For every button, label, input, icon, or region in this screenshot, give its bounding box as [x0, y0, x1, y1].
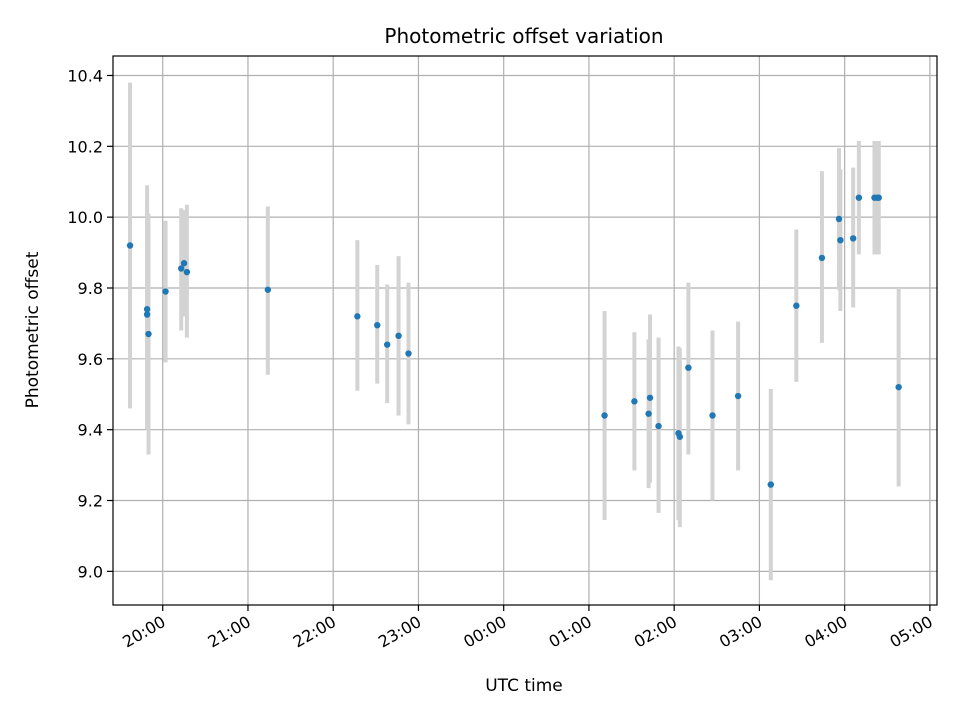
data-point: [895, 383, 902, 391]
data-point: [143, 306, 151, 313]
y-tick-label: 9.8: [78, 279, 103, 298]
y-tick-label: 9.0: [78, 562, 103, 581]
data-point: [383, 341, 391, 348]
y-tick-label: 9.4: [78, 421, 103, 440]
data-point: [405, 350, 412, 357]
data-point: [395, 332, 402, 340]
y-tick-label: 9.2: [78, 492, 103, 511]
y-tick-label: 9.6: [78, 350, 103, 369]
y-axis-title: Photometric offset: [23, 251, 43, 408]
data-point: [162, 288, 169, 295]
data-point: [835, 215, 843, 223]
data-point: [631, 398, 638, 405]
data-point: [855, 194, 863, 201]
data-point: [767, 481, 774, 488]
data-point: [180, 260, 188, 267]
data-point: [183, 268, 191, 276]
y-axis: 9.0 9.2 9.4 9.6 9.8 10.0 10.2 10.4: [67, 66, 113, 581]
data-point: [676, 433, 684, 440]
plot-frame: [112, 55, 938, 606]
data-point: [818, 254, 826, 262]
data-point: [646, 394, 654, 401]
data-point: [875, 194, 882, 201]
data-point: [709, 412, 716, 419]
data-points: [126, 194, 902, 488]
data-point: [645, 410, 652, 417]
data-point: [655, 422, 662, 430]
data-point: [734, 392, 742, 400]
y-tick-label: 10.0: [67, 208, 103, 227]
x-axis-title: UTC time: [485, 676, 563, 696]
data-point: [145, 330, 152, 338]
chart-title: Photometric offset variation: [384, 24, 663, 48]
data-point: [143, 311, 151, 318]
grid: [113, 56, 937, 605]
data-point: [849, 235, 857, 242]
data-point: [685, 364, 692, 371]
data-point: [354, 313, 361, 320]
data-point: [264, 286, 272, 293]
data-point: [601, 412, 608, 419]
data-point: [374, 321, 381, 329]
data-point: [837, 236, 844, 244]
data-point: [126, 242, 134, 249]
data-point: [177, 265, 185, 272]
y-tick-label: 10.4: [67, 66, 103, 85]
y-tick-label: 10.2: [67, 137, 103, 156]
data-point: [793, 302, 800, 309]
